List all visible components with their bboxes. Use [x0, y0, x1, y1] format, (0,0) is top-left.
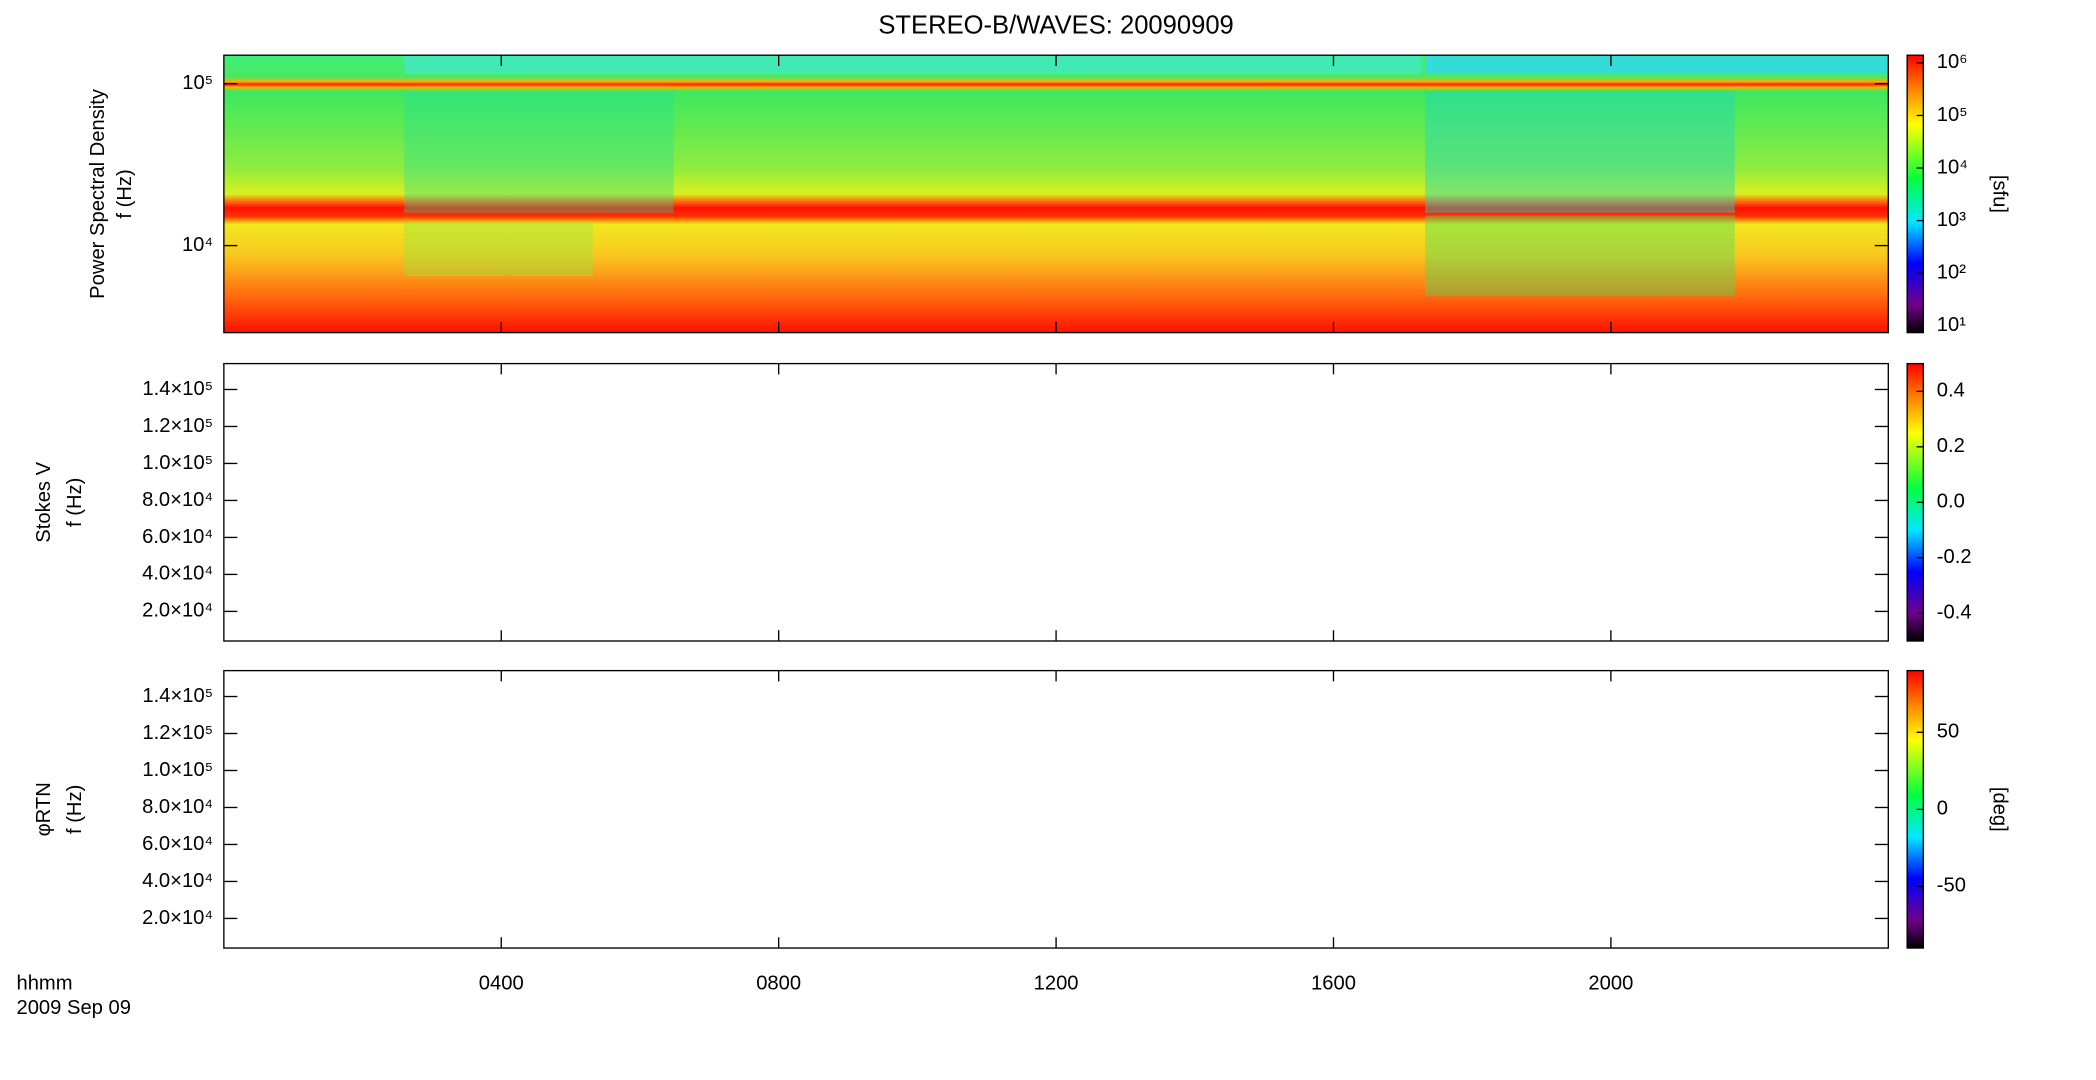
colorbar [1907, 55, 1924, 333]
y-tick-label: 4.0×10⁴ [142, 563, 213, 585]
colorbar-tick-label: -50 [1937, 875, 1966, 897]
y-tick-label: 6.0×10⁴ [142, 833, 213, 855]
colorbar-tick-label: 0.4 [1937, 380, 1965, 402]
colorbar-tick-label: 50 [1937, 721, 1959, 743]
y-tick-label: 1.2×10⁵ [142, 722, 213, 744]
chart-title: STEREO-B/WAVES: 20090909 [878, 12, 1233, 40]
spectrogram [223, 55, 1889, 333]
y-tick-label: 2.0×10⁴ [142, 600, 213, 622]
x-tick-label: 1600 [1311, 973, 1356, 995]
y-tick-label: 6.0×10⁴ [142, 526, 213, 548]
colorbar-tick-label: 0.0 [1937, 491, 1965, 513]
y-tick-label: 4.0×10⁴ [142, 870, 213, 892]
x-tick-label: 2000 [1588, 973, 1633, 995]
colorbar [1907, 363, 1924, 641]
y-axis-label: Stokes V [33, 461, 55, 542]
colorbar-tick-label: 10¹ [1937, 314, 1966, 336]
colorbar-tick-label: 10² [1937, 262, 1966, 284]
y-axis-label: f (Hz) [64, 478, 86, 527]
x-tick-label: 1200 [1034, 973, 1079, 995]
colorbar-tick-label: -0.4 [1937, 602, 1972, 624]
y-tick-label: 1.4×10⁵ [142, 685, 213, 707]
y-axis-label: φRTN [33, 782, 55, 836]
y-tick-label: 1.0×10⁵ [142, 759, 213, 781]
x-tick-label: 0800 [756, 973, 801, 995]
y-tick-label: 10⁵ [182, 72, 213, 94]
y-tick-label: 1.0×10⁵ [142, 452, 213, 474]
y-axis-label: Power Spectral Density [87, 88, 109, 299]
colorbar-frame [1906, 54, 1924, 334]
y-tick-label: 2.0×10⁴ [142, 907, 213, 929]
y-axis-label: f (Hz) [64, 785, 86, 834]
y-axis-label: f (Hz) [114, 169, 136, 218]
colorbar-tick-label: 10⁵ [1937, 104, 1968, 126]
colorbar-tick-label: 0.2 [1937, 435, 1965, 457]
y-tick-label: 8.0×10⁴ [142, 489, 213, 511]
colorbar-tick-label: 0 [1937, 798, 1948, 820]
y-tick-label: 10⁴ [182, 234, 213, 256]
panel-frame [223, 669, 1889, 949]
x-axis-date: 2009 Sep 09 [16, 997, 131, 1019]
y-tick-label: 8.0×10⁴ [142, 796, 213, 818]
colorbar-tick-label: 10³ [1937, 209, 1966, 231]
x-tick-label: 0400 [479, 973, 524, 995]
panel-frame [223, 362, 1889, 642]
colorbar-tick-label: -0.2 [1937, 546, 1972, 568]
colorbar [1907, 670, 1924, 949]
x-axis-label: hhmm [16, 973, 72, 995]
colorbar-tick-label: 10⁶ [1937, 51, 1968, 73]
colorbar-label: [deg] [1988, 787, 2010, 832]
colorbar-tick-label: 10⁴ [1937, 156, 1968, 178]
y-tick-label: 1.2×10⁵ [142, 415, 213, 437]
y-tick-label: 1.4×10⁵ [142, 378, 213, 400]
colorbar-label: [sfu] [1988, 175, 2010, 213]
